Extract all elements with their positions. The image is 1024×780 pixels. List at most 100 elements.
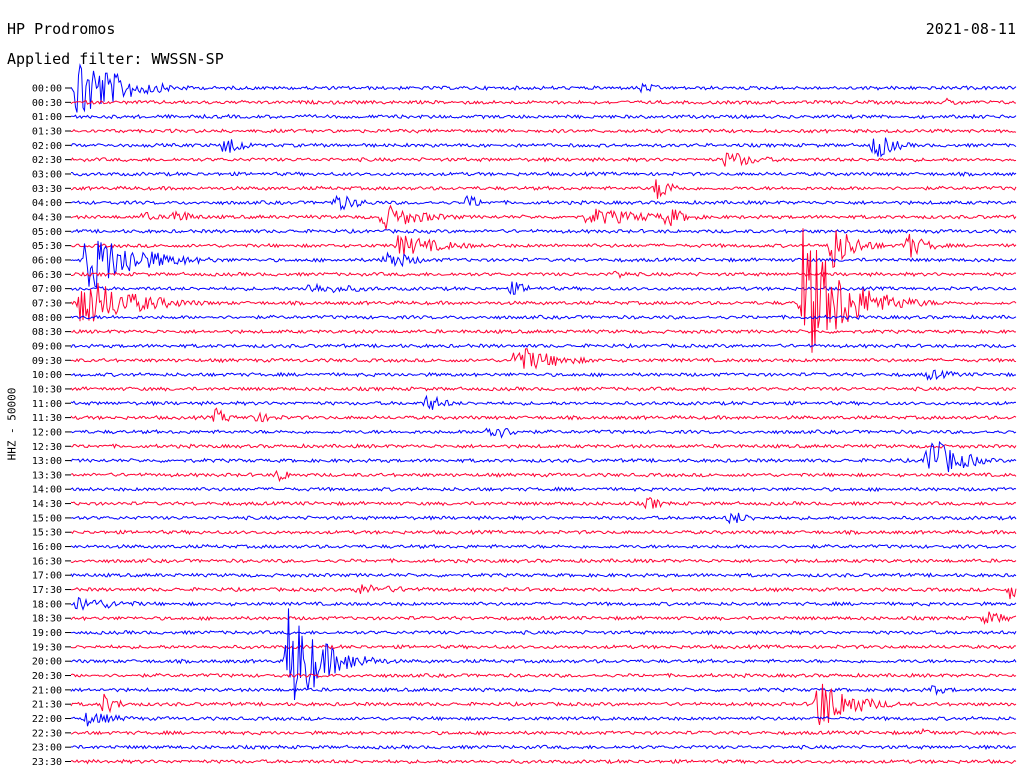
time-label-0700: 07:00	[32, 284, 62, 295]
trace-row-1530	[70, 529, 1017, 536]
trace-row-0130	[70, 128, 1017, 134]
time-label-1330: 13:30	[32, 470, 62, 481]
time-label-0300: 03:00	[32, 169, 62, 180]
trace-row-2130	[70, 683, 1017, 726]
time-label-1430: 14:30	[32, 499, 62, 510]
time-label-0630: 06:30	[32, 270, 62, 281]
time-label-0100: 01:00	[32, 112, 62, 123]
time-label-2300: 23:00	[32, 743, 62, 754]
time-label-0930: 09:30	[32, 356, 62, 367]
time-label-0030: 00:30	[32, 98, 62, 109]
date-label: 2021-08-11	[925, 20, 1016, 38]
time-label-0200: 02:00	[32, 141, 62, 152]
time-label-2130: 21:30	[32, 700, 62, 711]
time-label-0800: 08:00	[32, 313, 62, 324]
time-labels: 00:00 00:30 01:00 01:30 02:00 02:30 03:00 03:30…	[32, 84, 71, 768]
time-label-2330: 23:30	[32, 757, 62, 768]
trace-row-0530	[70, 230, 1017, 269]
trace-row-0900	[70, 342, 1017, 349]
trace-row-0500	[70, 228, 1017, 235]
trace-row-1430	[70, 496, 1017, 510]
trace-row-1400	[70, 486, 1017, 493]
trace-row-0000	[70, 63, 1017, 113]
trace-row-1100	[70, 394, 1017, 410]
time-label-0400: 04:00	[32, 198, 62, 209]
trace-row-1030	[70, 386, 1017, 392]
time-label-0500: 05:00	[32, 227, 62, 238]
trace-row-0430	[70, 204, 1017, 230]
time-label-0900: 09:00	[32, 341, 62, 352]
time-label-1400: 14:00	[32, 485, 62, 496]
time-label-0330: 03:30	[32, 184, 62, 195]
trace-row-0630	[71, 270, 1017, 279]
seismic-traces	[70, 63, 1017, 765]
time-label-2100: 21:00	[32, 685, 62, 696]
time-label-1230: 12:30	[32, 442, 62, 453]
trace-row-2300	[70, 744, 1016, 751]
trace-row-2000	[70, 608, 1017, 701]
trace-row-0330	[70, 179, 1017, 199]
time-label-1600: 16:00	[32, 542, 62, 553]
trace-row-0400	[70, 194, 1017, 212]
trace-row-1900	[70, 629, 1017, 636]
time-label-1100: 11:00	[32, 399, 62, 410]
trace-row-1730	[70, 584, 1017, 600]
trace-row-1330	[70, 469, 1017, 483]
trace-row-0300	[70, 171, 1017, 178]
time-label-1930: 19:30	[32, 642, 62, 653]
trace-row-0830	[70, 328, 1017, 335]
station-title: HP Prodromos	[7, 20, 116, 38]
time-label-1500: 15:00	[32, 513, 62, 524]
time-label-2030: 20:30	[32, 671, 62, 682]
time-label-0830: 08:30	[32, 327, 62, 338]
trace-row-1930	[70, 644, 1017, 650]
time-label-1630: 16:30	[32, 556, 62, 567]
time-label-2200: 22:00	[32, 714, 62, 725]
trace-row-0100	[71, 113, 1017, 120]
trace-row-0700	[70, 281, 1017, 295]
time-label-1730: 17:30	[32, 585, 62, 596]
time-label-1130: 11:30	[32, 413, 62, 424]
trace-row-2200	[70, 712, 1017, 727]
time-label-1530: 15:30	[32, 528, 62, 539]
trace-row-2030	[70, 672, 1017, 679]
time-label-1900: 19:00	[32, 628, 62, 639]
trace-row-0800	[70, 314, 1017, 321]
trace-row-0200	[70, 137, 1017, 158]
trace-row-0930	[70, 348, 1017, 370]
trace-row-1800	[71, 596, 1017, 611]
time-label-1000: 10:00	[32, 370, 62, 381]
trace-row-1500	[70, 512, 1017, 525]
trace-row-1300	[70, 440, 1017, 473]
time-label-2000: 20:00	[32, 657, 62, 668]
time-label-0530: 05:30	[32, 241, 62, 252]
trace-row-1700	[70, 572, 1017, 579]
trace-row-1600	[70, 543, 1017, 550]
trace-row-1130	[70, 407, 1017, 423]
time-label-0230: 02:30	[32, 155, 62, 166]
trace-row-1830	[70, 611, 1017, 626]
time-label-1200: 12:00	[32, 427, 62, 438]
trace-row-0030	[70, 97, 1017, 106]
trace-row-0230	[70, 152, 1017, 167]
time-label-1800: 18:00	[32, 599, 62, 610]
trace-row-2230	[70, 727, 1017, 736]
time-label-1830: 18:30	[32, 614, 62, 625]
time-label-0130: 01:30	[32, 126, 62, 137]
trace-row-2100	[70, 685, 1017, 697]
trace-row-1230	[71, 443, 1017, 449]
trace-row-0730	[70, 228, 1017, 353]
time-label-0730: 07:30	[32, 298, 62, 309]
filter-label: Applied filter: WWSSN-SP	[7, 50, 224, 68]
time-label-1700: 17:00	[32, 571, 62, 582]
time-label-1300: 13:00	[32, 456, 62, 467]
trace-row-1200	[70, 427, 1017, 439]
time-label-0600: 06:00	[32, 255, 62, 266]
trace-row-0600	[70, 240, 1017, 289]
time-label-1030: 10:30	[32, 384, 62, 395]
time-label-0430: 04:30	[32, 212, 62, 223]
time-label-0000: 00:00	[32, 84, 62, 95]
trace-row-1000	[70, 369, 1017, 381]
trace-row-2330	[70, 758, 1017, 765]
